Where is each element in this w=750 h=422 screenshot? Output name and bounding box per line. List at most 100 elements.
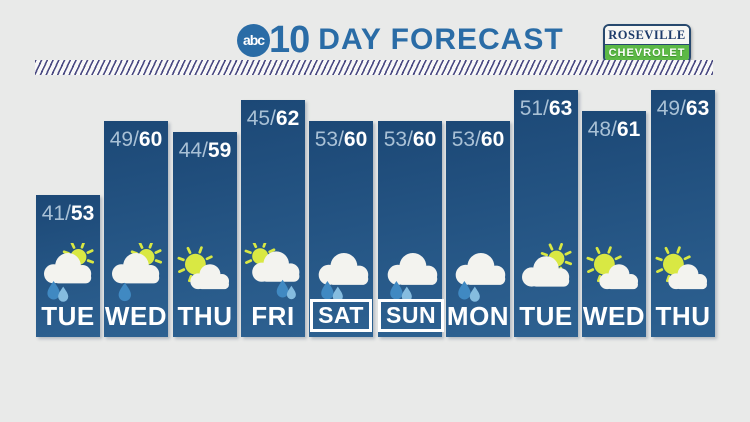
day-text: WED [582, 301, 646, 331]
low-temp: 44 [178, 139, 203, 162]
high-temp: 53 [70, 202, 95, 225]
day-text: TUE [41, 301, 95, 331]
forecast-bar-9: 48/61 WED [582, 111, 646, 337]
high-temp: 59 [207, 139, 232, 162]
condition-icon-wrap [309, 243, 373, 303]
day-text: MON [446, 301, 510, 331]
low-temp: 49 [109, 128, 134, 151]
temps-6: 53/60 [378, 128, 442, 152]
low-temp: 53 [314, 128, 339, 151]
temps-3: 44/59 [173, 139, 237, 163]
day-label-6: SUN [378, 299, 445, 332]
temps-1: 41/53 [36, 202, 100, 226]
temp-separator: / [270, 107, 276, 130]
cloud-rain-icon [318, 253, 369, 302]
low-temp: 51 [519, 97, 544, 120]
high-temp: 60 [138, 128, 163, 151]
day-text: THU [177, 301, 233, 331]
temps-7: 53/60 [446, 128, 510, 152]
condition-icon-wrap [514, 242, 578, 303]
cloud-rain-icon [455, 253, 506, 302]
day-label-9: WED [582, 301, 646, 332]
day-text: WED [104, 301, 168, 331]
weekend-box: SUN [378, 299, 445, 332]
forecast-bar-3: 44/59 THU [173, 132, 237, 337]
temps-5: 53/60 [309, 128, 373, 152]
sun-cloud-icon [586, 246, 639, 290]
condition-icon-wrap [241, 240, 305, 303]
day-text: FRI [251, 301, 295, 331]
low-temp: 53 [383, 128, 408, 151]
temps-8: 51/63 [514, 97, 578, 121]
temp-separator: / [65, 202, 71, 225]
temp-separator: / [543, 97, 549, 120]
cloud-sun-rain-2-icon [44, 241, 95, 302]
hatch-divider [35, 60, 713, 75]
high-temp: 63 [548, 97, 573, 120]
forecast-bar-6: 53/60 SUN [378, 121, 445, 337]
sponsor-logo: ROSEVILLE CHEVROLET [603, 24, 691, 63]
low-temp: 53 [451, 128, 476, 151]
temps-2: 49/60 [104, 128, 168, 152]
condition-icon-wrap [36, 241, 100, 303]
sun-cloud-icon [177, 246, 230, 290]
low-temp: 45 [246, 107, 271, 130]
temps-10: 49/63 [651, 97, 715, 121]
day-label-10: THU [651, 301, 715, 332]
sun-cloud-rain-icon [244, 240, 300, 300]
high-temp: 60 [343, 128, 368, 151]
sponsor-brand: CHEVROLET [605, 45, 689, 61]
high-temp: 63 [685, 97, 710, 120]
temp-separator: / [611, 118, 617, 141]
low-temp: 41 [41, 202, 66, 225]
temp-separator: / [133, 128, 139, 151]
sponsor-name: ROSEVILLE [605, 26, 689, 45]
cloud-sun-icon [522, 242, 573, 287]
condition-icon-wrap [651, 243, 715, 303]
forecast-bar-7: 53/60 MON [446, 121, 510, 337]
day-label-3: THU [173, 301, 237, 332]
high-temp: 61 [616, 118, 641, 141]
day-label-5: SAT [309, 299, 373, 332]
day-label-7: MON [446, 301, 510, 332]
forecast-bar-2: 49/60 WED [104, 121, 168, 337]
low-temp: 48 [587, 118, 612, 141]
abc-logo-icon: abc [237, 23, 270, 57]
condition-icon-wrap [173, 243, 237, 303]
cloud-rain-icon [387, 253, 438, 302]
day-label-2: WED [104, 301, 168, 332]
weekend-box: SAT [310, 299, 372, 332]
condition-icon-wrap [378, 243, 442, 303]
channel-number: 10 [269, 18, 310, 61]
day-label-8: TUE [514, 301, 578, 332]
condition-icon-wrap [104, 241, 168, 303]
day-text: THU [655, 301, 711, 331]
forecast-bar-10: 49/63 THU [651, 90, 715, 337]
temp-separator: / [475, 128, 481, 151]
cloud-sun-rain-1-icon [112, 241, 163, 302]
high-temp: 60 [480, 128, 505, 151]
sun-cloud-icon [655, 246, 708, 290]
temp-separator: / [338, 128, 344, 151]
condition-icon-wrap [582, 243, 646, 303]
high-temp: 62 [275, 107, 300, 130]
low-temp: 49 [656, 97, 681, 120]
forecast-bar-1: 41/53 TUE [36, 195, 100, 337]
temp-separator: / [202, 139, 208, 162]
temp-separator: / [407, 128, 413, 151]
temps-9: 48/61 [582, 118, 646, 142]
page-title: DAY FORECAST [318, 23, 564, 56]
forecast-bar-4: 45/62 FRI [241, 100, 305, 337]
temp-separator: / [680, 97, 686, 120]
high-temp: 60 [412, 128, 437, 151]
temps-4: 45/62 [241, 107, 305, 131]
day-label-1: TUE [36, 301, 100, 332]
header-title: abc 10 DAY FORECAST [237, 19, 564, 61]
forecast-bar-5: 53/60 SAT [309, 121, 373, 337]
abc-logo-text: abc [242, 32, 265, 48]
condition-icon-wrap [446, 243, 510, 303]
day-label-4: FRI [241, 301, 305, 332]
forecast-bar-8: 51/63 TUE [514, 90, 578, 337]
day-text: TUE [519, 301, 573, 331]
